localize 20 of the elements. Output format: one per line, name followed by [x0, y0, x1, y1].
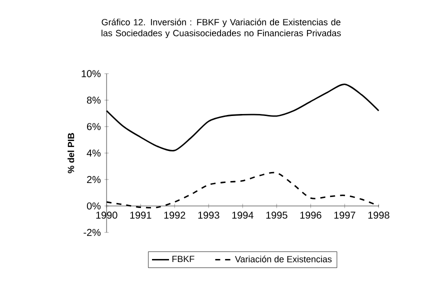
y-tick-label: 4%	[86, 149, 101, 156]
x-tick-label: 1997	[334, 211, 356, 218]
y-axis-title: % del PIB	[68, 132, 74, 174]
y-tick-label: 10%	[82, 70, 101, 78]
x-tick-label: 1993	[198, 211, 220, 218]
y-tick-label: 8%	[86, 96, 101, 104]
legend-label: FBKF	[172, 256, 194, 262]
x-tick-label: 1996	[300, 211, 322, 218]
x-tick-label: 1992	[164, 211, 186, 218]
y-tick-label: 2%	[87, 176, 101, 183]
x-tick-label: 1990	[96, 211, 118, 218]
legend-label: Variación de Existencias	[234, 255, 332, 262]
chart-title: Gráfico 12. Inversión : FBKF y Variación de Existencias de las Sociedades y Cuasisociedades no Financieras Privadas	[102, 18, 341, 38]
y-tick-label: 0%	[86, 202, 101, 210]
x-tick-label: 1991	[130, 211, 152, 218]
x-tick-label: 1998	[368, 211, 390, 218]
x-tick-label: 1994	[232, 211, 254, 218]
y-tick-label: -2%	[84, 228, 101, 236]
y-tick-label: 6%	[87, 122, 101, 130]
x-tick-label: 1995	[266, 211, 288, 218]
